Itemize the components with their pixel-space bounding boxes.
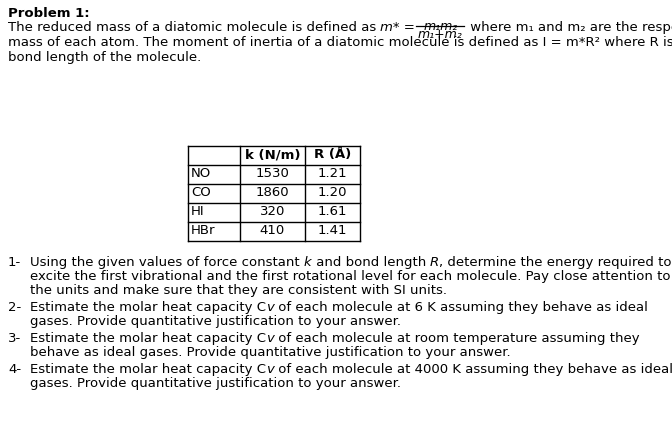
Text: k: k (304, 256, 312, 269)
Text: gases. Provide quantitative justification to your answer.: gases. Provide quantitative justificatio… (30, 315, 401, 328)
Text: k (N/m): k (N/m) (245, 148, 300, 161)
Text: m* =: m* = (380, 21, 415, 34)
Text: HBr: HBr (191, 224, 216, 237)
Text: Problem 1:: Problem 1: (8, 7, 89, 20)
Text: 1.61: 1.61 (318, 205, 347, 218)
Text: mass of each atom. The moment of inertia of a diatomic molecule is defined as I : mass of each atom. The moment of inertia… (8, 36, 672, 49)
Text: and bond length: and bond length (312, 256, 430, 269)
Text: the units and make sure that they are consistent with SI units.: the units and make sure that they are co… (30, 284, 447, 297)
Text: 320: 320 (260, 205, 285, 218)
Text: Using the given values of force constant: Using the given values of force constant (30, 256, 304, 269)
Text: 4-: 4- (8, 363, 21, 376)
Text: 1.41: 1.41 (318, 224, 347, 237)
Text: where m₁ and m₂ are the respective: where m₁ and m₂ are the respective (466, 21, 672, 34)
Text: 1530: 1530 (255, 167, 290, 180)
Text: bond length of the molecule.: bond length of the molecule. (8, 51, 201, 64)
Text: of each molecule at 6 K assuming they behave as ideal: of each molecule at 6 K assuming they be… (274, 301, 648, 314)
Text: R: R (430, 256, 439, 269)
Text: v: v (266, 301, 274, 314)
Text: The reduced mass of a diatomic molecule is defined as: The reduced mass of a diatomic molecule … (8, 21, 380, 34)
Text: 1.21: 1.21 (318, 167, 347, 180)
Text: Estimate the molar heat capacity C: Estimate the molar heat capacity C (30, 363, 266, 376)
Text: Estimate the molar heat capacity C: Estimate the molar heat capacity C (30, 301, 266, 314)
Text: 1-: 1- (8, 256, 22, 269)
Text: of each molecule at 4000 K assuming they behave as ideal: of each molecule at 4000 K assuming they… (274, 363, 672, 376)
Text: of each molecule at room temperature assuming they: of each molecule at room temperature ass… (274, 332, 640, 345)
Text: 1860: 1860 (255, 186, 290, 199)
Text: v: v (266, 332, 274, 345)
Text: 1.20: 1.20 (318, 186, 347, 199)
Text: 2-: 2- (8, 301, 22, 314)
Text: Estimate the molar heat capacity C: Estimate the molar heat capacity C (30, 332, 266, 345)
Text: v: v (266, 363, 274, 376)
Text: , determine the energy required to: , determine the energy required to (439, 256, 672, 269)
Text: NO: NO (191, 167, 211, 180)
Text: CO: CO (191, 186, 211, 199)
Text: gases. Provide quantitative justification to your answer.: gases. Provide quantitative justificatio… (30, 377, 401, 390)
Text: m₁+m₂: m₁+m₂ (418, 28, 462, 41)
Text: R (Å): R (Å) (314, 148, 351, 161)
Text: 410: 410 (260, 224, 285, 237)
Text: excite the first vibrational and the first rotational level for each molecule. P: excite the first vibrational and the fir… (30, 270, 671, 283)
Text: m₁m₂: m₁m₂ (423, 20, 458, 33)
Text: behave as ideal gases. Provide quantitative justification to your answer.: behave as ideal gases. Provide quantitat… (30, 346, 511, 359)
Text: HI: HI (191, 205, 205, 218)
Text: 3-: 3- (8, 332, 22, 345)
